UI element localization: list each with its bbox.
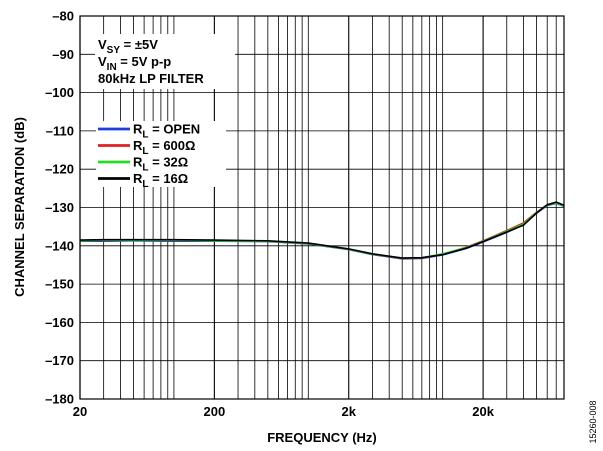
x-tick-label: 20 xyxy=(73,404,87,419)
legend-label: RL = 32Ω xyxy=(133,155,188,174)
y-tick-label: –170 xyxy=(45,353,74,368)
y-tick-label: –80 xyxy=(52,9,74,24)
y-tick-label: –140 xyxy=(45,238,74,253)
y-tick-label: –120 xyxy=(45,162,74,177)
y-axis-title: CHANNEL SEPARATION (dB) xyxy=(12,117,27,297)
condition-text: VSY = ±5V xyxy=(98,37,158,56)
y-tick-label: –150 xyxy=(45,277,74,292)
x-tick-labels: 20 200 2k 20k xyxy=(73,404,495,419)
series-layer xyxy=(79,201,565,260)
y-tick-labels: –80 –90 –100 –110 –120 –130 –140 –150 –160 –170 –1… xyxy=(45,9,74,407)
x-axis-title: FREQUENCY (Hz) xyxy=(267,430,377,445)
legend-box xyxy=(96,121,226,187)
y-tick-label: –130 xyxy=(45,200,74,215)
y-tick-label: –90 xyxy=(52,47,74,62)
y-tick-label: –100 xyxy=(45,85,74,100)
condition-text: VIN = 5V p-p xyxy=(98,54,171,73)
y-tick-label: –160 xyxy=(45,315,74,330)
series-line xyxy=(79,201,565,259)
plot-frame xyxy=(79,15,565,400)
x-tick-label: 2k xyxy=(342,404,357,419)
legend-label: RL = 16Ω xyxy=(133,171,188,190)
legend-label: RL = OPEN xyxy=(133,122,200,141)
condition-text: 80kHz LP FILTER xyxy=(98,71,204,86)
y-tick-label: –110 xyxy=(46,123,74,138)
legend-label: RL = 600Ω xyxy=(133,138,195,157)
x-tick-label: 20k xyxy=(472,404,494,419)
annotation-box xyxy=(95,34,235,89)
x-tick-label: 200 xyxy=(204,404,226,419)
y-tick-label: –180 xyxy=(45,392,74,407)
figure-id: 15260-008 xyxy=(588,400,598,443)
